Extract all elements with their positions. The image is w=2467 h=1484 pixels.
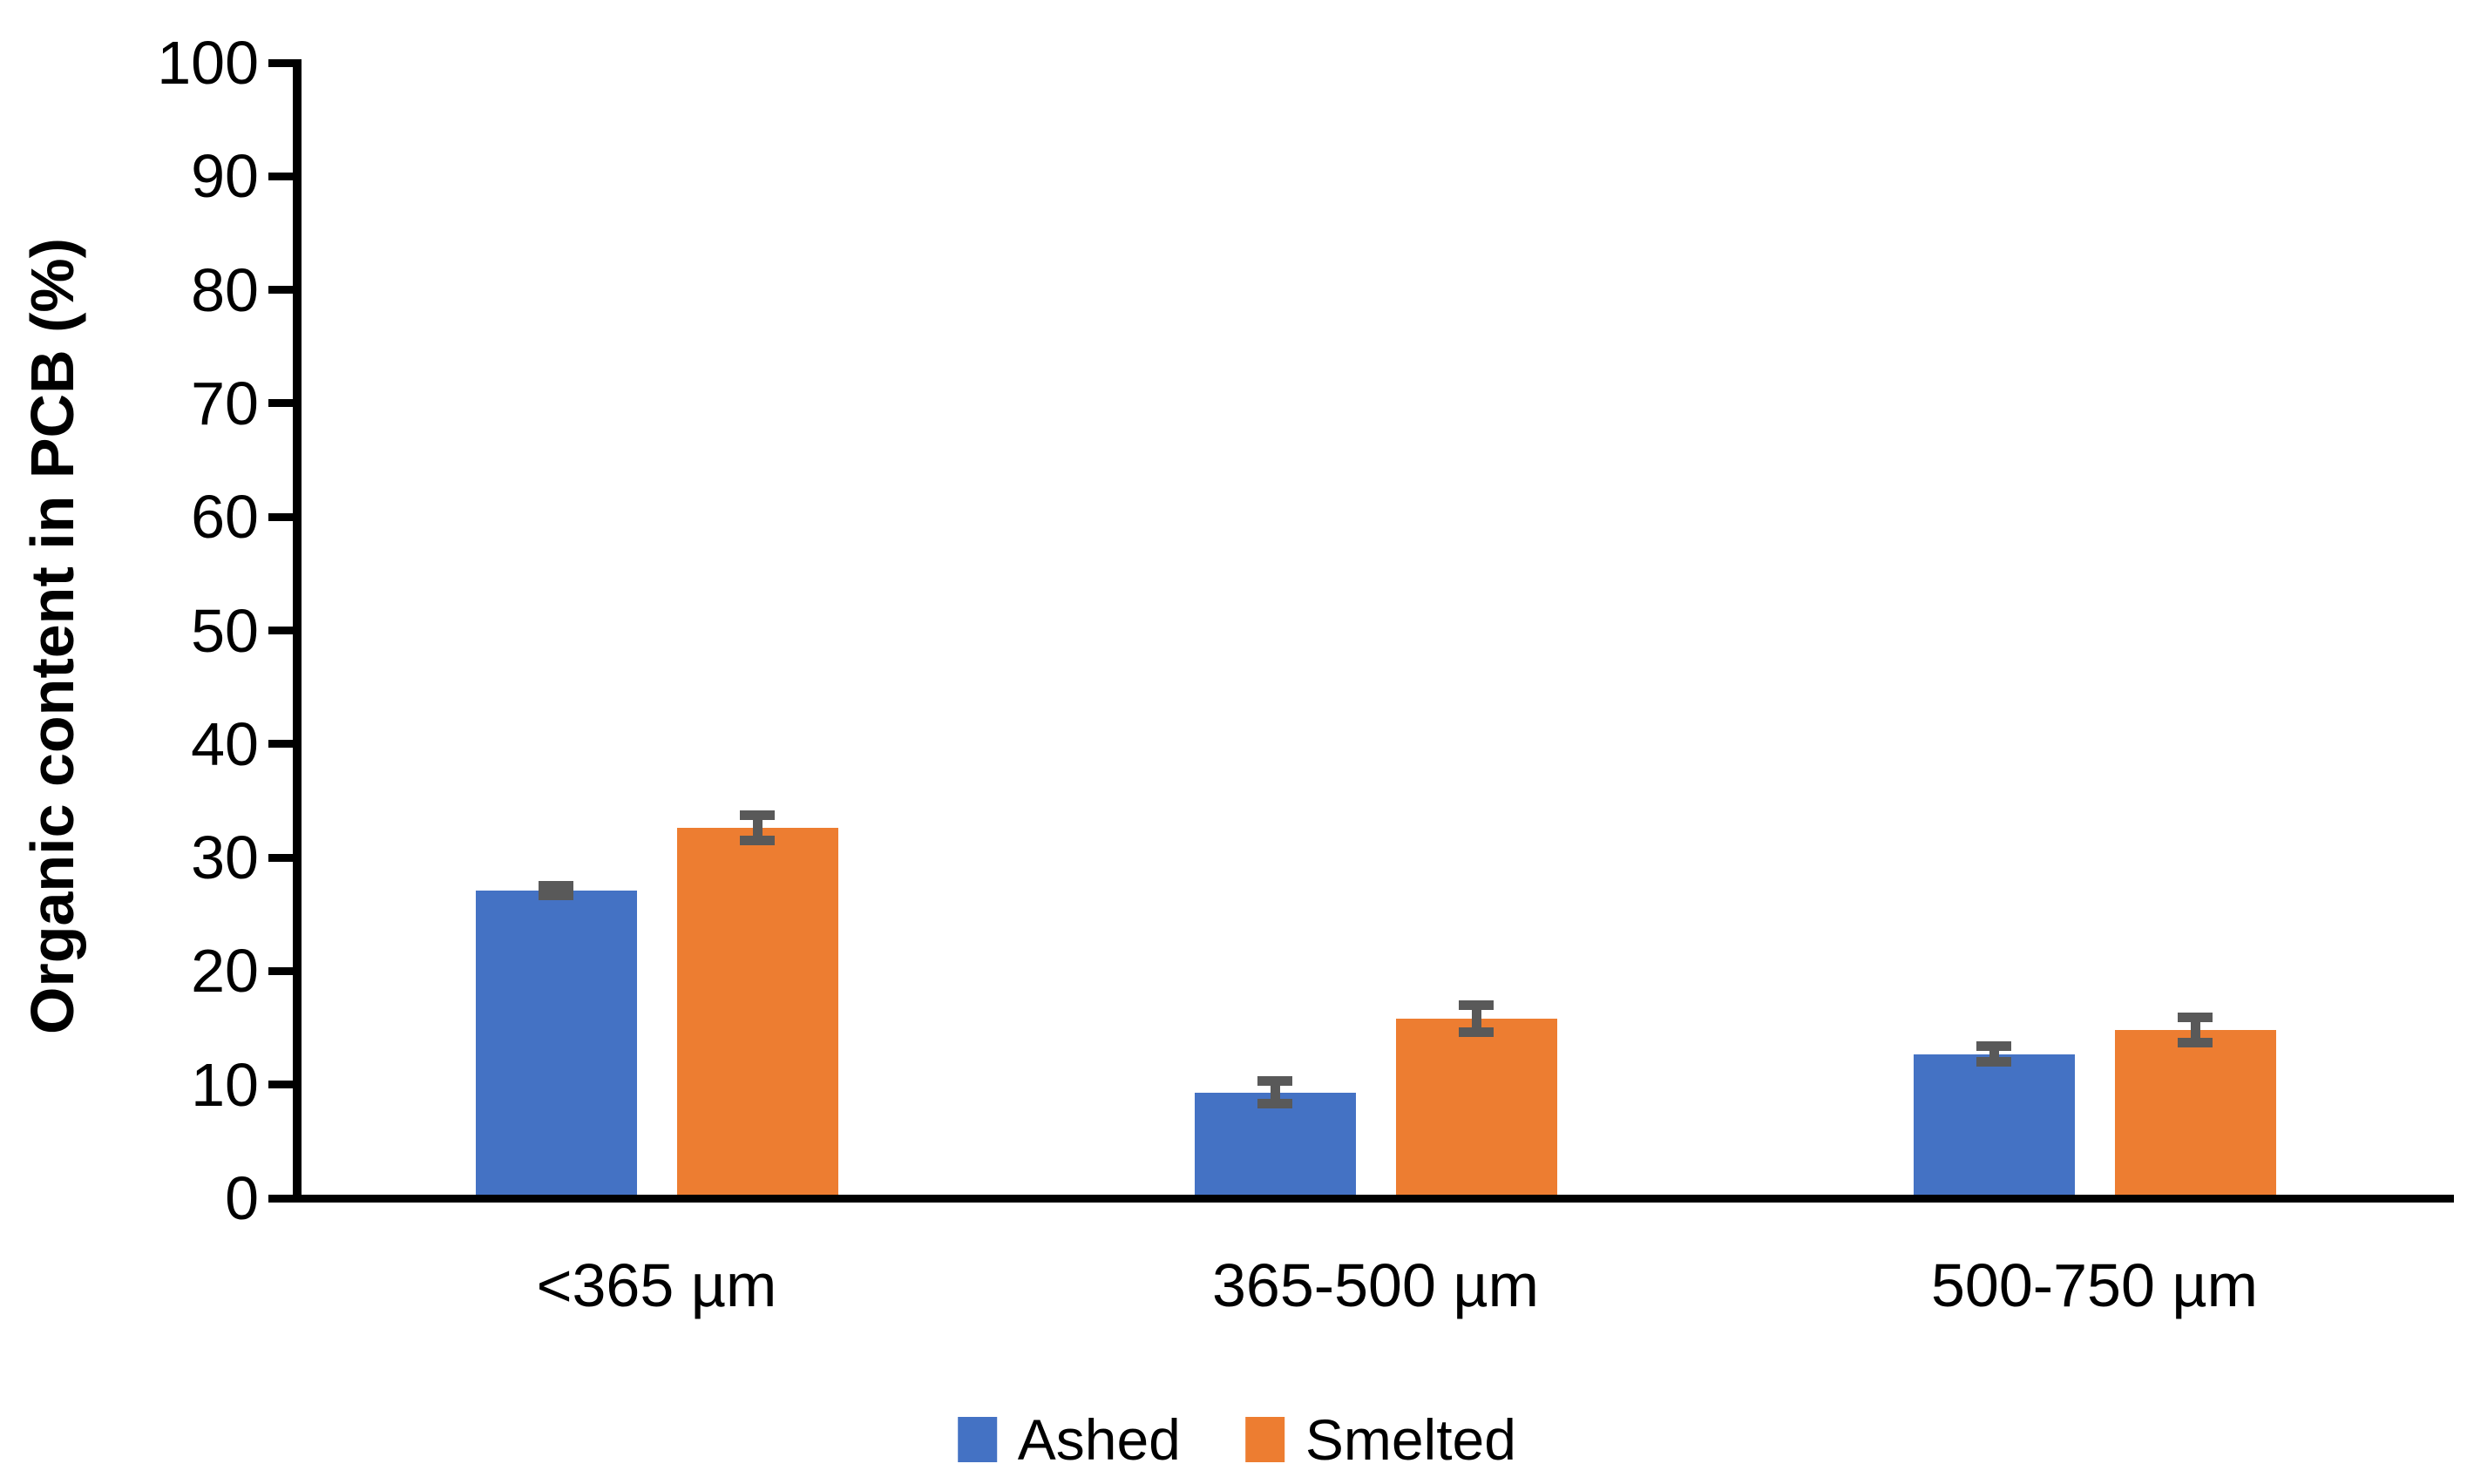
legend-label-smelted: Smelted [1305, 1407, 1516, 1472]
bar-smelted-0 [676, 828, 838, 1198]
y-axis-tick [268, 172, 293, 180]
x-axis-line [293, 1194, 2454, 1203]
legend-swatch-smelted [1244, 1417, 1284, 1462]
y-axis-tick [268, 1194, 293, 1203]
y-tick-label: 70 [191, 369, 259, 437]
error-bar-cap-bottom-smelted-0 [740, 836, 775, 846]
y-axis-tick [268, 627, 293, 634]
y-axis-tick [268, 399, 293, 408]
bar-ashed-0 [475, 890, 637, 1198]
error-bar-cap-bottom-smelted-2 [2178, 1037, 2213, 1047]
y-axis-tick [268, 966, 293, 975]
error-bar-cap-bottom-ashed-0 [539, 890, 573, 900]
y-axis-tick [268, 286, 293, 295]
y-axis-line [293, 58, 302, 1203]
y-axis-tick [268, 512, 293, 521]
error-bar-cap-top-ashed-2 [1976, 1040, 2011, 1051]
error-bar-cap-top-ashed-1 [1257, 1076, 1292, 1087]
y-tick-label: 0 [225, 1164, 259, 1232]
error-bar-cap-bottom-ashed-2 [1976, 1057, 2011, 1067]
error-bar-cap-bottom-ashed-1 [1257, 1099, 1292, 1109]
legend-item-ashed: Ashed [957, 1405, 1181, 1474]
x-category-label-0: <365 µm [536, 1251, 777, 1319]
y-axis-tick [268, 740, 293, 749]
bar-smelted-2 [2114, 1030, 2276, 1198]
error-bar-line-ashed-2 [1989, 1046, 1999, 1062]
y-tick-label: 60 [191, 483, 259, 552]
y-tick-label: 40 [191, 709, 259, 778]
y-tick-label: 30 [191, 823, 259, 892]
y-axis-tick [268, 58, 293, 67]
bar-smelted-1 [1395, 1019, 1557, 1198]
y-tick-label: 100 [157, 29, 259, 97]
error-bar-line-ashed-1 [1270, 1081, 1280, 1104]
y-tick-label: 10 [191, 1050, 259, 1119]
y-tick-label: 80 [191, 255, 259, 324]
legend-item-smelted: Smelted [1244, 1405, 1516, 1474]
error-bar-cap-bottom-smelted-1 [1459, 1027, 1494, 1038]
legend-label-ashed: Ashed [1017, 1407, 1181, 1472]
legend-swatch-ashed [957, 1417, 997, 1462]
y-tick-label: 90 [191, 142, 259, 211]
error-bar-cap-top-ashed-0 [539, 881, 573, 891]
error-bar-cap-top-smelted-0 [740, 810, 775, 821]
y-tick-label: 50 [191, 596, 259, 665]
x-category-label-2: 500-750 µm [1931, 1251, 2258, 1319]
error-bar-line-smelted-0 [752, 815, 762, 841]
legend: Ashed Smelted [957, 1405, 1516, 1474]
error-bar-cap-top-smelted-2 [2178, 1013, 2213, 1023]
bar-ashed-2 [1913, 1054, 2075, 1198]
error-bar-cap-top-smelted-1 [1459, 999, 1494, 1010]
y-axis-tick [268, 853, 293, 862]
y-tick-label: 20 [191, 937, 259, 1006]
error-bar-line-smelted-2 [2190, 1017, 2200, 1043]
x-category-label-1: 365-500 µm [1212, 1251, 1539, 1319]
bar-ashed-1 [1194, 1092, 1356, 1198]
y-axis-tick [268, 1081, 293, 1089]
error-bar-line-smelted-1 [1471, 1005, 1481, 1033]
